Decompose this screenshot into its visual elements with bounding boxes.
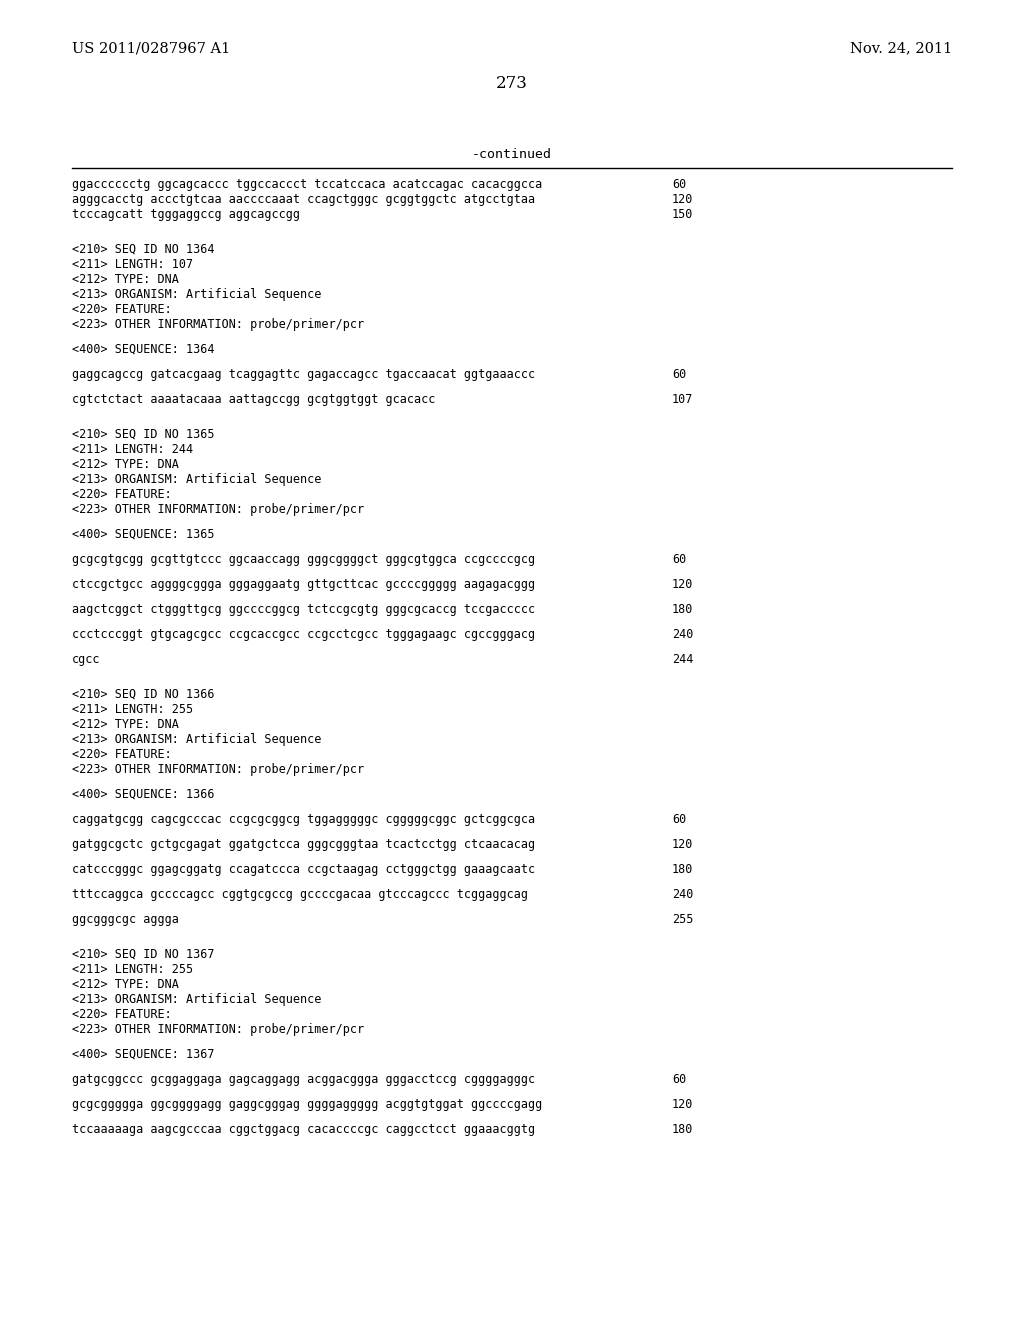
Text: 180: 180	[672, 863, 693, 876]
Text: tccaaaaaga aagcgcccaa cggctggacg cacaccccgc caggcctcct ggaaacggtg: tccaaaaaga aagcgcccaa cggctggacg cacaccc…	[72, 1123, 536, 1137]
Text: 150: 150	[672, 209, 693, 220]
Text: 180: 180	[672, 603, 693, 616]
Text: ggcgggcgc aggga: ggcgggcgc aggga	[72, 913, 179, 927]
Text: <400> SEQUENCE: 1366: <400> SEQUENCE: 1366	[72, 788, 214, 801]
Text: gatggcgctc gctgcgagat ggatgctcca gggcgggtaa tcactcctgg ctcaacacag: gatggcgctc gctgcgagat ggatgctcca gggcggg…	[72, 838, 536, 851]
Text: gcgcgtgcgg gcgttgtccc ggcaaccagg gggcggggct gggcgtggca ccgccccgcg: gcgcgtgcgg gcgttgtccc ggcaaccagg gggcggg…	[72, 553, 536, 566]
Text: 120: 120	[672, 193, 693, 206]
Text: <400> SEQUENCE: 1365: <400> SEQUENCE: 1365	[72, 528, 214, 541]
Text: tttccaggca gccccagcc cggtgcgccg gccccgacaa gtcccagccc tcggaggcag: tttccaggca gccccagcc cggtgcgccg gccccgac…	[72, 888, 528, 902]
Text: agggcacctg accctgtcaa aaccccaaat ccagctgggc gcggtggctc atgcctgtaa: agggcacctg accctgtcaa aaccccaaat ccagctg…	[72, 193, 536, 206]
Text: gatgcggccc gcggaggaga gagcaggagg acggacggga gggacctccg cggggagggc: gatgcggccc gcggaggaga gagcaggagg acggacg…	[72, 1073, 536, 1086]
Text: <212> TYPE: DNA: <212> TYPE: DNA	[72, 978, 179, 991]
Text: gcgcggggga ggcggggagg gaggcgggag ggggaggggg acggtgtggat ggccccgagg: gcgcggggga ggcggggagg gaggcgggag ggggagg…	[72, 1098, 543, 1111]
Text: <223> OTHER INFORMATION: probe/primer/pcr: <223> OTHER INFORMATION: probe/primer/pc…	[72, 1023, 365, 1036]
Text: -continued: -continued	[472, 148, 552, 161]
Text: 255: 255	[672, 913, 693, 927]
Text: <210> SEQ ID NO 1365: <210> SEQ ID NO 1365	[72, 428, 214, 441]
Text: 240: 240	[672, 628, 693, 642]
Text: 60: 60	[672, 178, 686, 191]
Text: ccctcccggt gtgcagcgcc ccgcaccgcc ccgcctcgcc tgggagaagc cgccgggacg: ccctcccggt gtgcagcgcc ccgcaccgcc ccgcctc…	[72, 628, 536, 642]
Text: <212> TYPE: DNA: <212> TYPE: DNA	[72, 273, 179, 286]
Text: 180: 180	[672, 1123, 693, 1137]
Text: caggatgcgg cagcgcccac ccgcgcggcg tggagggggc cgggggcggc gctcggcgca: caggatgcgg cagcgcccac ccgcgcggcg tggaggg…	[72, 813, 536, 826]
Text: <210> SEQ ID NO 1364: <210> SEQ ID NO 1364	[72, 243, 214, 256]
Text: aagctcggct ctgggttgcg ggccccggcg tctccgcgtg gggcgcaccg tccgaccccc: aagctcggct ctgggttgcg ggccccggcg tctccgc…	[72, 603, 536, 616]
Text: cgcc: cgcc	[72, 653, 100, 667]
Text: <223> OTHER INFORMATION: probe/primer/pcr: <223> OTHER INFORMATION: probe/primer/pc…	[72, 503, 365, 516]
Text: 60: 60	[672, 368, 686, 381]
Text: <210> SEQ ID NO 1367: <210> SEQ ID NO 1367	[72, 948, 214, 961]
Text: 240: 240	[672, 888, 693, 902]
Text: Nov. 24, 2011: Nov. 24, 2011	[850, 41, 952, 55]
Text: <211> LENGTH: 244: <211> LENGTH: 244	[72, 444, 194, 455]
Text: <223> OTHER INFORMATION: probe/primer/pcr: <223> OTHER INFORMATION: probe/primer/pc…	[72, 763, 365, 776]
Text: <220> FEATURE:: <220> FEATURE:	[72, 488, 172, 502]
Text: 244: 244	[672, 653, 693, 667]
Text: <220> FEATURE:: <220> FEATURE:	[72, 748, 172, 762]
Text: <220> FEATURE:: <220> FEATURE:	[72, 1008, 172, 1020]
Text: <211> LENGTH: 255: <211> LENGTH: 255	[72, 704, 194, 715]
Text: <211> LENGTH: 255: <211> LENGTH: 255	[72, 964, 194, 975]
Text: 120: 120	[672, 578, 693, 591]
Text: ctccgctgcc aggggcggga gggaggaatg gttgcttcac gccccggggg aagagacggg: ctccgctgcc aggggcggga gggaggaatg gttgctt…	[72, 578, 536, 591]
Text: <220> FEATURE:: <220> FEATURE:	[72, 304, 172, 315]
Text: <213> ORGANISM: Artificial Sequence: <213> ORGANISM: Artificial Sequence	[72, 733, 322, 746]
Text: <213> ORGANISM: Artificial Sequence: <213> ORGANISM: Artificial Sequence	[72, 473, 322, 486]
Text: <210> SEQ ID NO 1366: <210> SEQ ID NO 1366	[72, 688, 214, 701]
Text: ggacccccctg ggcagcaccc tggccaccct tccatccaca acatccagac cacacggcca: ggacccccctg ggcagcaccc tggccaccct tccatc…	[72, 178, 543, 191]
Text: tcccagcatt tgggaggccg aggcagccgg: tcccagcatt tgggaggccg aggcagccgg	[72, 209, 300, 220]
Text: 60: 60	[672, 813, 686, 826]
Text: <212> TYPE: DNA: <212> TYPE: DNA	[72, 718, 179, 731]
Text: <213> ORGANISM: Artificial Sequence: <213> ORGANISM: Artificial Sequence	[72, 288, 322, 301]
Text: 60: 60	[672, 553, 686, 566]
Text: <400> SEQUENCE: 1367: <400> SEQUENCE: 1367	[72, 1048, 214, 1061]
Text: 120: 120	[672, 838, 693, 851]
Text: <212> TYPE: DNA: <212> TYPE: DNA	[72, 458, 179, 471]
Text: <213> ORGANISM: Artificial Sequence: <213> ORGANISM: Artificial Sequence	[72, 993, 322, 1006]
Text: <223> OTHER INFORMATION: probe/primer/pcr: <223> OTHER INFORMATION: probe/primer/pc…	[72, 318, 365, 331]
Text: 120: 120	[672, 1098, 693, 1111]
Text: <400> SEQUENCE: 1364: <400> SEQUENCE: 1364	[72, 343, 214, 356]
Text: gaggcagccg gatcacgaag tcaggagttc gagaccagcc tgaccaacat ggtgaaaccc: gaggcagccg gatcacgaag tcaggagttc gagacca…	[72, 368, 536, 381]
Text: 273: 273	[496, 75, 528, 92]
Text: 107: 107	[672, 393, 693, 407]
Text: US 2011/0287967 A1: US 2011/0287967 A1	[72, 41, 230, 55]
Text: 60: 60	[672, 1073, 686, 1086]
Text: catcccgggc ggagcggatg ccagatccca ccgctaagag cctgggctgg gaaagcaatc: catcccgggc ggagcggatg ccagatccca ccgctaa…	[72, 863, 536, 876]
Text: <211> LENGTH: 107: <211> LENGTH: 107	[72, 257, 194, 271]
Text: cgtctctact aaaatacaaa aattagccgg gcgtggtggt gcacacc: cgtctctact aaaatacaaa aattagccgg gcgtggt…	[72, 393, 435, 407]
